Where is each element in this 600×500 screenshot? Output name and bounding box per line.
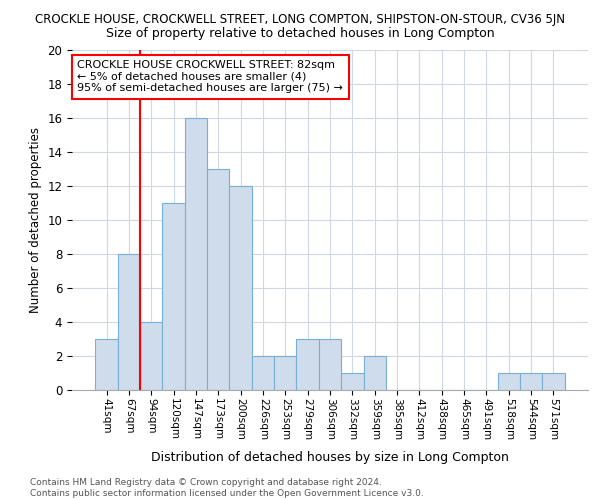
X-axis label: Distribution of detached houses by size in Long Compton: Distribution of detached houses by size … xyxy=(151,451,509,464)
Bar xyxy=(207,169,229,390)
Bar xyxy=(95,339,118,390)
Bar xyxy=(274,356,296,390)
Bar xyxy=(140,322,163,390)
Bar xyxy=(542,373,565,390)
Bar xyxy=(497,373,520,390)
Text: Contains HM Land Registry data © Crown copyright and database right 2024.
Contai: Contains HM Land Registry data © Crown c… xyxy=(30,478,424,498)
Text: CROCKLE HOUSE, CROCKWELL STREET, LONG COMPTON, SHIPSTON-ON-STOUR, CV36 5JN: CROCKLE HOUSE, CROCKWELL STREET, LONG CO… xyxy=(35,12,565,26)
Bar xyxy=(341,373,364,390)
Bar xyxy=(185,118,207,390)
Y-axis label: Number of detached properties: Number of detached properties xyxy=(29,127,42,313)
Bar xyxy=(252,356,274,390)
Bar xyxy=(229,186,252,390)
Text: Size of property relative to detached houses in Long Compton: Size of property relative to detached ho… xyxy=(106,28,494,40)
Bar xyxy=(319,339,341,390)
Bar xyxy=(118,254,140,390)
Bar xyxy=(364,356,386,390)
Bar xyxy=(296,339,319,390)
Bar xyxy=(163,203,185,390)
Bar xyxy=(520,373,542,390)
Text: CROCKLE HOUSE CROCKWELL STREET: 82sqm
← 5% of detached houses are smaller (4)
95: CROCKLE HOUSE CROCKWELL STREET: 82sqm ← … xyxy=(77,60,343,94)
